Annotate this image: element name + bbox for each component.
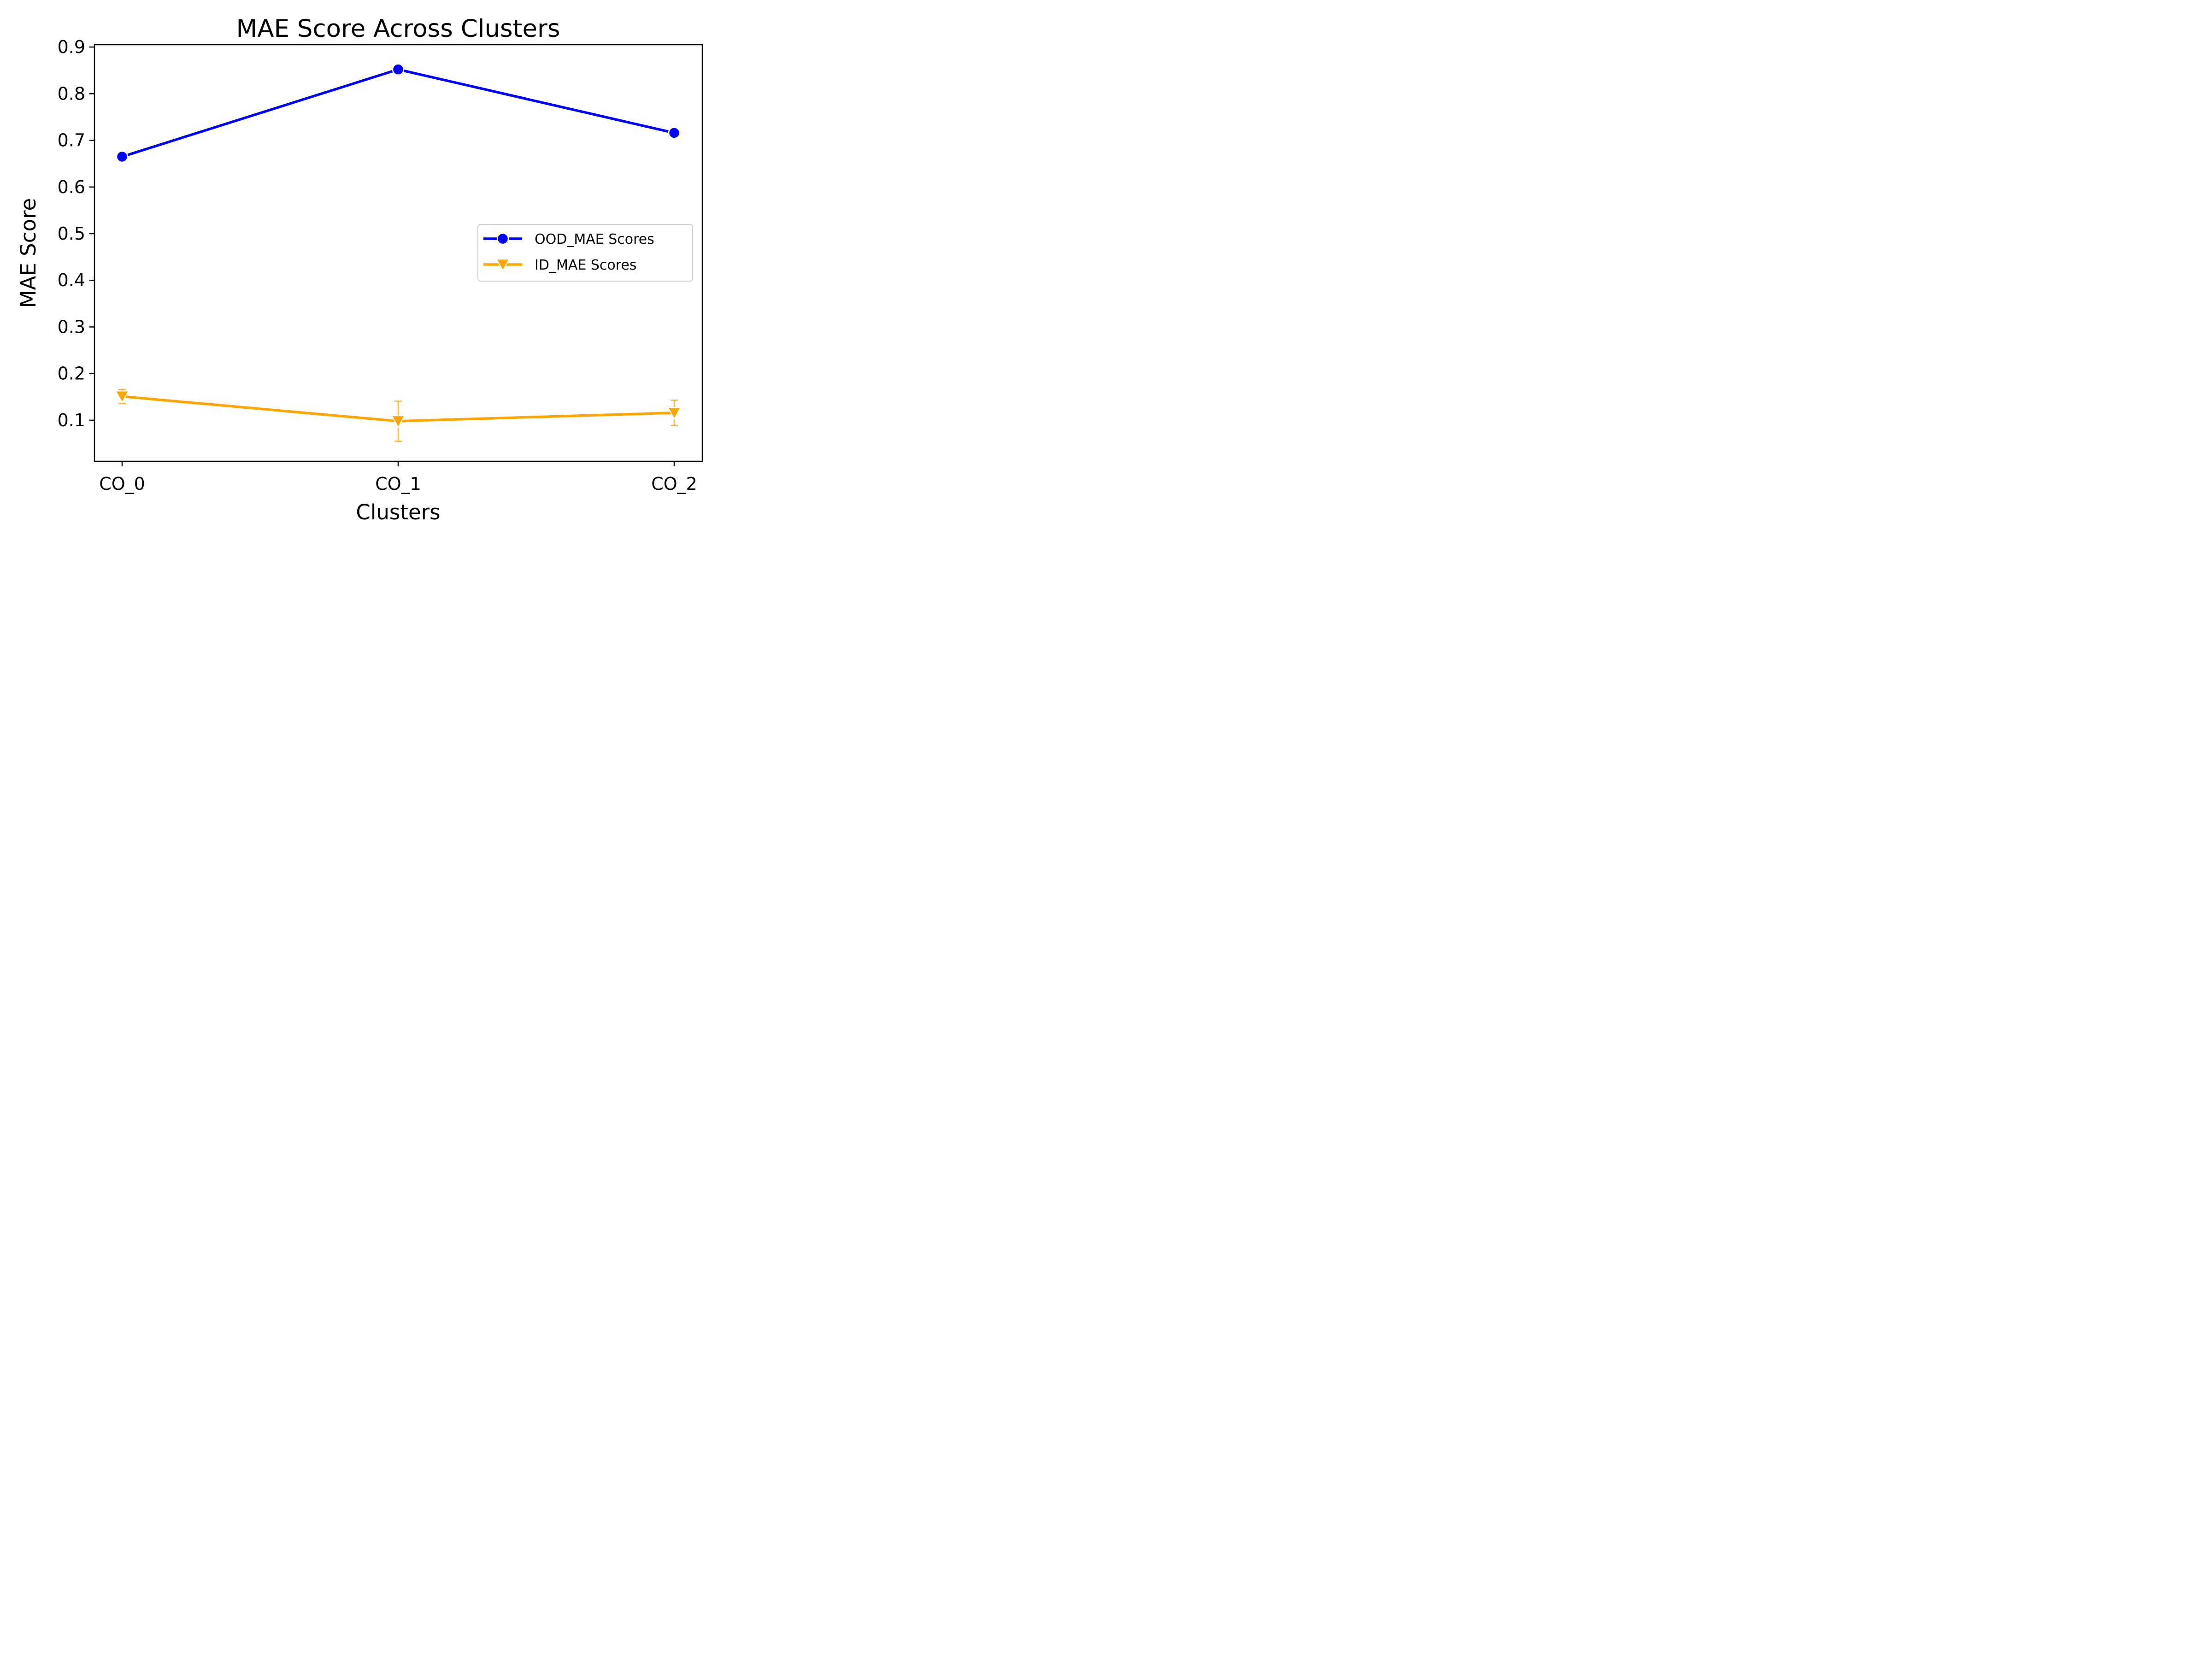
legend-marker (495, 259, 510, 272)
x-axis: CO_0 CO_1 CO_2 (99, 461, 697, 494)
chart-title: MAE Score Across Clusters (236, 15, 560, 43)
x-tick-label: CO_1 (375, 474, 421, 494)
y-tick-label: 0.3 (58, 317, 85, 337)
y-tick-label: 0.4 (58, 270, 85, 290)
data-point (668, 127, 681, 139)
data-point (667, 406, 682, 420)
data-point (391, 415, 406, 429)
y-axis: 0.1 0.2 0.3 0.4 0.5 0.6 0.7 0.8 0.9 (58, 37, 94, 430)
y-tick-label: 0.1 (58, 410, 85, 430)
line-chart: MAE Score Across Clusters 0.10.20.30.40.… (0, 0, 715, 536)
series-layer (115, 63, 682, 442)
y-tick-label: 0.7 (58, 130, 85, 151)
y-tick-label: 0.9 (58, 37, 85, 57)
legend-label: OOD_MAE Scores (535, 231, 654, 247)
y-tick-label: 0.2 (58, 364, 85, 384)
legend-entry: ID_MAE Scores (483, 257, 637, 273)
legend-label: ID_MAE Scores (535, 257, 637, 273)
y-tick-label: 0.8 (58, 83, 85, 104)
y-tick-label: 0.5 (58, 224, 85, 244)
legend: OOD_MAE Scores ID_MAE Scores (477, 224, 693, 282)
x-tick-label: CO_0 (99, 474, 145, 494)
series-1 (115, 388, 682, 442)
series-0 (116, 63, 681, 163)
legend-entry: OOD_MAE Scores (483, 231, 654, 247)
data-point (392, 63, 405, 76)
legend-box (477, 224, 693, 282)
y-tick-label: 0.6 (58, 177, 85, 197)
data-point (116, 150, 129, 163)
x-tick-label: CO_2 (651, 474, 697, 494)
data-point (115, 390, 129, 404)
x-axis-title: Clusters (356, 500, 440, 524)
y-axis-title: MAE Score (16, 198, 41, 308)
legend-marker (496, 232, 509, 245)
